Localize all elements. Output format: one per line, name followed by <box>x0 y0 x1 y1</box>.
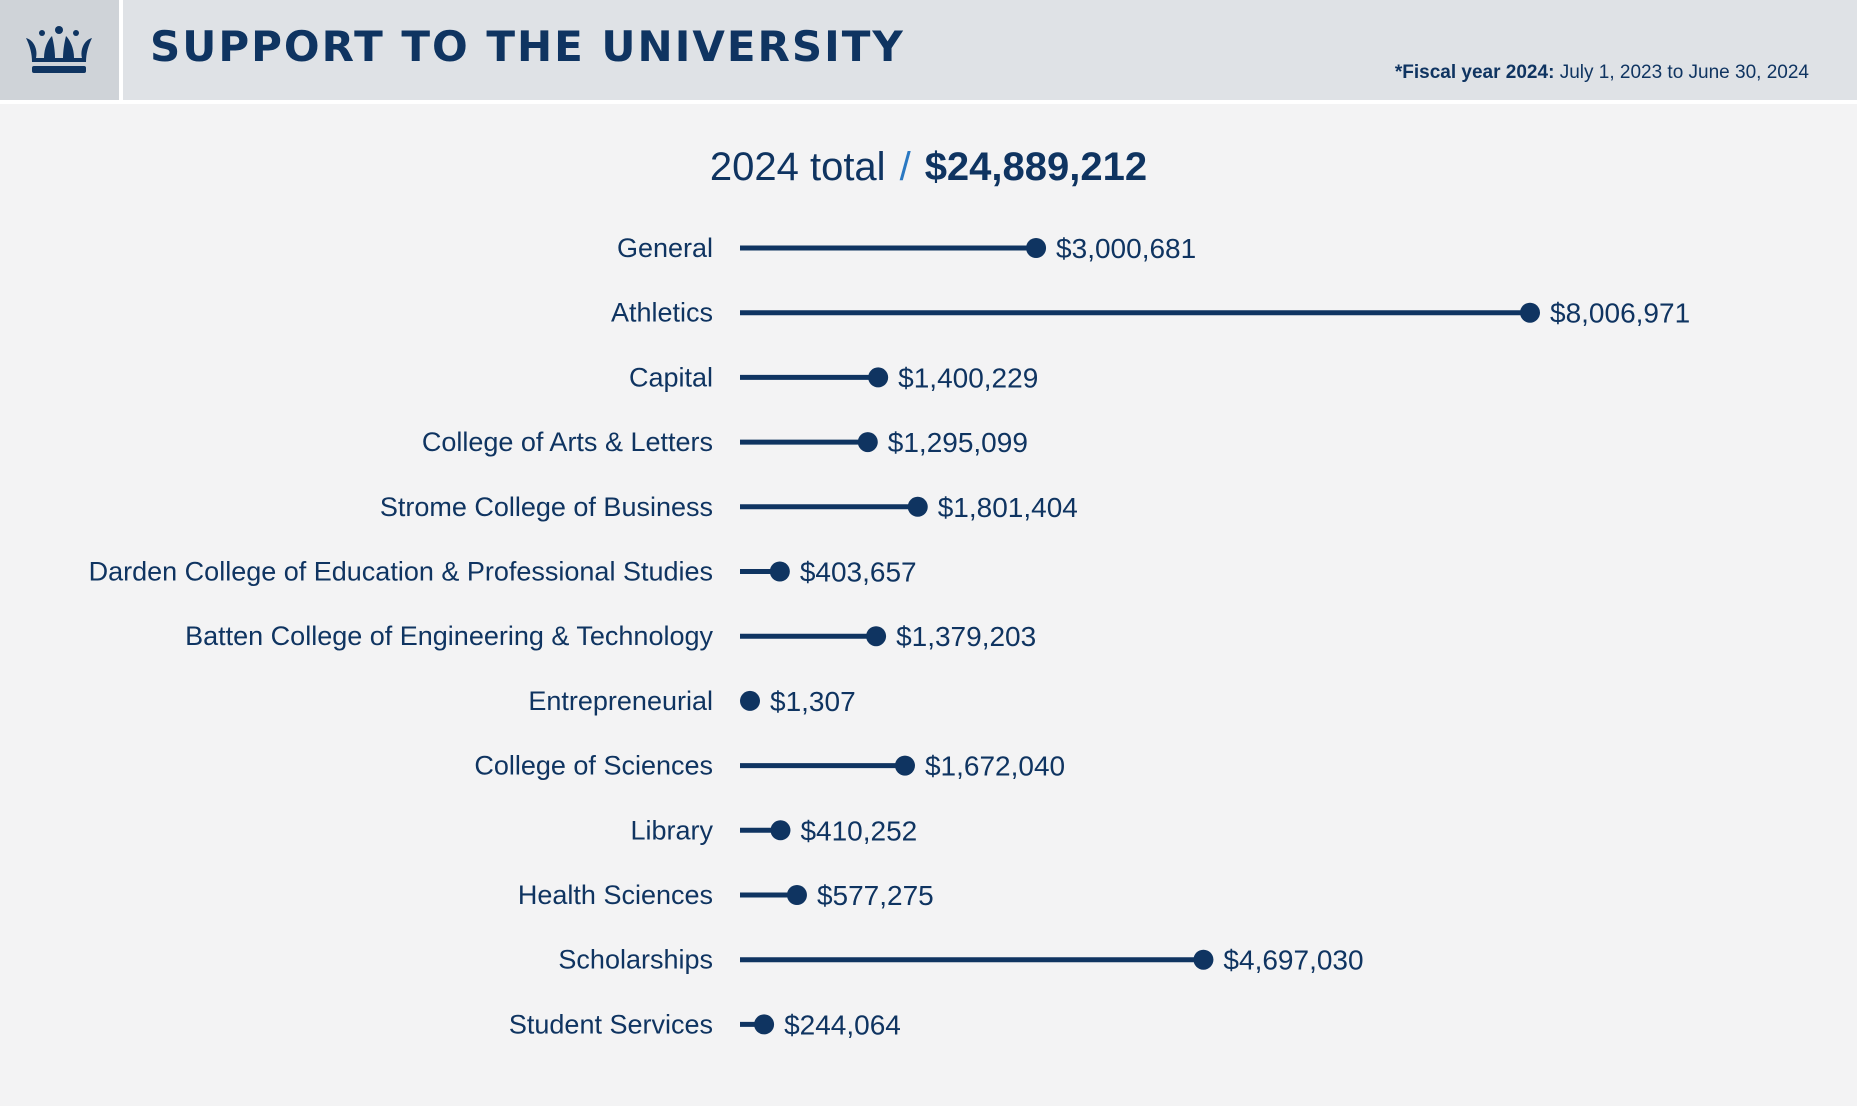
category-label: Athletics <box>611 298 713 328</box>
bar-endpoint <box>1026 238 1047 258</box>
page-title: SUPPORT TO THE UNIVERSITY <box>150 22 905 71</box>
category-label: Strome College of Business <box>380 492 713 522</box>
value-label: $1,672,040 <box>925 751 1065 782</box>
category-label: General <box>617 233 713 263</box>
fiscal-year-range: July 1, 2023 to June 30, 2024 <box>1559 62 1809 83</box>
bar-endpoint <box>1193 949 1214 970</box>
category-label: College of Sciences <box>474 751 713 781</box>
value-label: $1,379,203 <box>896 621 1036 652</box>
category-label: Batten College of Engineering & Technolo… <box>185 621 713 651</box>
value-label: $403,657 <box>800 557 917 588</box>
crown-icon <box>26 26 92 73</box>
value-label: $410,252 <box>800 815 917 846</box>
bar-endpoint <box>786 885 807 905</box>
bar-endpoint <box>907 496 928 517</box>
value-label: $4,697,030 <box>1223 945 1363 976</box>
bar-endpoint <box>857 432 878 453</box>
bar-endpoint <box>769 561 790 582</box>
category-label: Library <box>630 815 713 845</box>
value-label: $1,801,404 <box>938 492 1078 523</box>
bar-endpoint <box>894 755 915 776</box>
category-label: Darden College of Education & Profession… <box>89 557 713 587</box>
category-label: Entrepreneurial <box>528 686 713 716</box>
value-label: $577,275 <box>817 880 934 911</box>
bar-endpoint <box>754 1014 775 1035</box>
value-label: $1,400,229 <box>898 362 1038 393</box>
bar-endpoint <box>868 367 889 388</box>
fiscal-year-label: *Fiscal year 2024: <box>1394 62 1555 83</box>
value-label: $244,064 <box>784 1009 901 1040</box>
value-label: $1,307 <box>770 686 856 717</box>
category-label: Capital <box>629 362 713 392</box>
total-amount: $24,889,212 <box>924 145 1148 189</box>
header-bar <box>0 0 1857 100</box>
category-label: Health Sciences <box>518 880 713 910</box>
category-label: College of Arts & Letters <box>422 427 713 457</box>
fiscal-year-note: *Fiscal year 2024: July 1, 2023 to June … <box>1395 62 1809 84</box>
bar-endpoint <box>770 820 791 841</box>
logo-separator <box>119 0 123 100</box>
category-label: Student Services <box>509 1009 713 1039</box>
value-label: $1,295,099 <box>888 427 1028 458</box>
header-divider <box>0 100 1857 104</box>
category-label: Scholarships <box>558 945 713 975</box>
value-label: $3,000,681 <box>1056 233 1196 264</box>
bar-endpoint <box>740 690 760 711</box>
value-label: $8,006,971 <box>1550 298 1690 329</box>
total-separator: / <box>899 145 911 189</box>
bar-endpoint <box>1520 302 1540 323</box>
total-heading: 2024 total / $24,889,212 <box>0 145 1857 190</box>
bar-endpoint <box>866 626 887 647</box>
total-label: 2024 total <box>709 145 886 189</box>
logo-box <box>0 0 119 100</box>
